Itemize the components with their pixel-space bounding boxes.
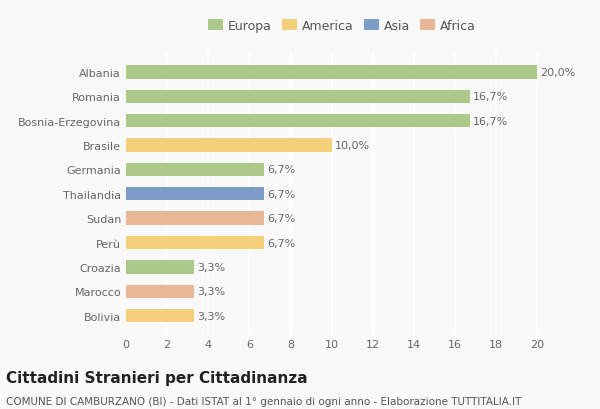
Text: 16,7%: 16,7% bbox=[473, 92, 508, 102]
Bar bbox=[126, 261, 194, 274]
Bar bbox=[126, 188, 264, 201]
Bar bbox=[126, 236, 264, 249]
Text: 6,7%: 6,7% bbox=[267, 238, 295, 248]
Text: 3,3%: 3,3% bbox=[197, 262, 225, 272]
Legend: Europa, America, Asia, Africa: Europa, America, Asia, Africa bbox=[208, 20, 476, 33]
Bar bbox=[126, 115, 470, 128]
Text: 6,7%: 6,7% bbox=[267, 213, 295, 224]
Text: 3,3%: 3,3% bbox=[197, 287, 225, 297]
Text: Cittadini Stranieri per Cittadinanza: Cittadini Stranieri per Cittadinanza bbox=[6, 370, 308, 385]
Bar bbox=[126, 66, 538, 79]
Bar bbox=[126, 139, 332, 152]
Bar bbox=[126, 309, 194, 323]
Text: COMUNE DI CAMBURZANO (BI) - Dati ISTAT al 1° gennaio di ogni anno - Elaborazione: COMUNE DI CAMBURZANO (BI) - Dati ISTAT a… bbox=[6, 396, 521, 406]
Text: 6,7%: 6,7% bbox=[267, 165, 295, 175]
Text: 20,0%: 20,0% bbox=[541, 68, 576, 78]
Text: 16,7%: 16,7% bbox=[473, 116, 508, 126]
Bar bbox=[126, 285, 194, 298]
Text: 10,0%: 10,0% bbox=[335, 141, 370, 151]
Text: 6,7%: 6,7% bbox=[267, 189, 295, 199]
Bar bbox=[126, 163, 264, 177]
Bar bbox=[126, 212, 264, 225]
Bar bbox=[126, 90, 470, 104]
Text: 3,3%: 3,3% bbox=[197, 311, 225, 321]
